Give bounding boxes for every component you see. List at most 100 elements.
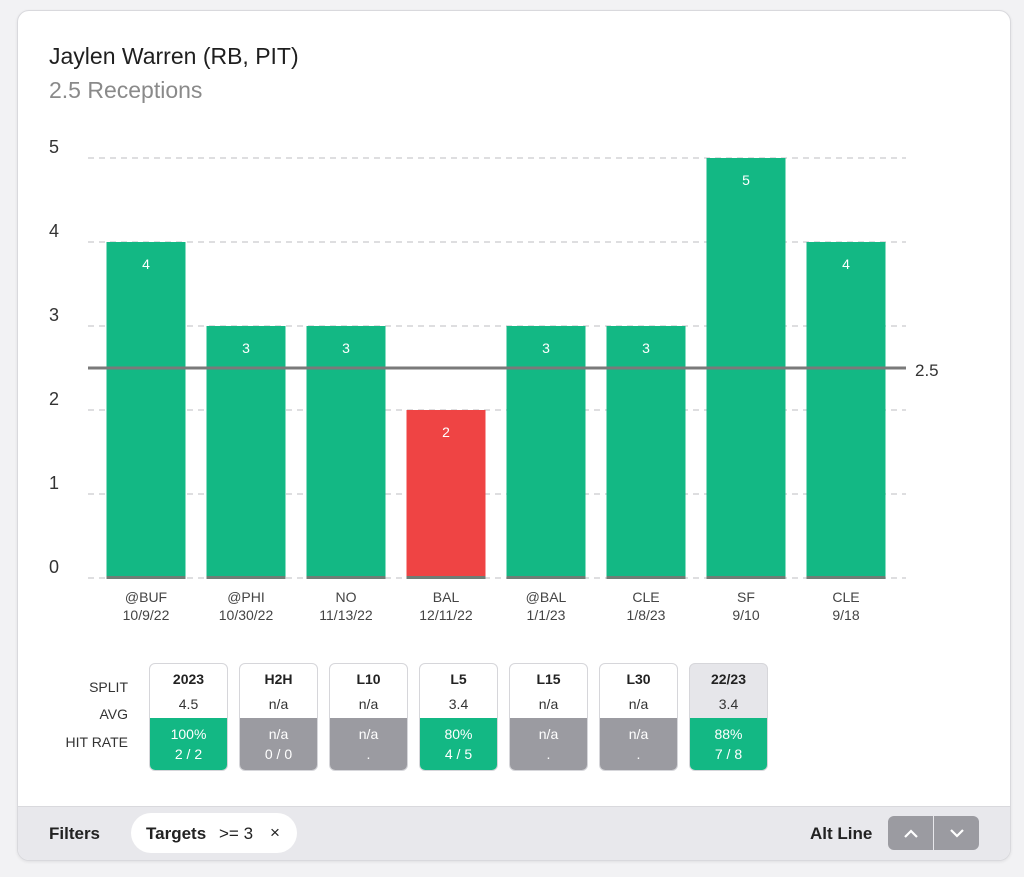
y-tick-label: 3 [49, 305, 59, 325]
data-label: 3 [642, 340, 650, 356]
data-label: 4 [842, 256, 850, 272]
market-line: 2.5 Receptions [49, 77, 203, 103]
filter-chip-targets[interactable]: Targets >= 3 × [131, 813, 297, 853]
data-label: 3 [542, 340, 550, 356]
data-label: 5 [742, 172, 750, 188]
bar [406, 410, 486, 578]
y-tick-label: 4 [49, 221, 59, 241]
split-row-label: SPLIT [89, 679, 128, 695]
hit-rate-record: 2 / 2 [174, 746, 203, 762]
split-label: L10 [356, 671, 381, 687]
split-avg: 3.4 [718, 696, 739, 712]
split-avg: 3.4 [448, 696, 469, 712]
filter-bar: Filters Targets >= 3 × Alt Line [18, 806, 1010, 860]
hit-rate-record: 7 / 8 [714, 746, 743, 762]
x-tick-date: 10/30/22 [219, 607, 274, 623]
hit-rate-pct: n/a [358, 726, 379, 742]
y-tick-label: 2 [49, 389, 59, 409]
split-hit-rate: n/a. [510, 718, 587, 770]
alt-line-down-button[interactable] [934, 816, 979, 850]
bar-chart: 0 1 2 3 4 5 4 @BUF 10/9/22 3 @PHI 10/30/22 3 NO 11/13/… [49, 137, 939, 623]
hit-rate-pct: n/a [628, 726, 649, 742]
split-card[interactable]: L10 n/a n/a. [329, 663, 408, 771]
hit-rate-pct: n/a [268, 726, 289, 742]
split-label: L5 [450, 671, 467, 687]
split-label: 2023 [172, 671, 205, 687]
bar [206, 326, 286, 578]
split-card[interactable]: L5 3.4 80% 4 / 5 [419, 663, 498, 771]
x-tick-date: 9/18 [832, 607, 859, 623]
bar-base [606, 576, 686, 579]
close-icon[interactable]: × [270, 823, 280, 842]
split-card[interactable]: 2023 4.5 100% 2 / 2 [149, 663, 228, 771]
bar-base [106, 576, 186, 579]
filter-chip-key: Targets [146, 824, 207, 843]
y-tick-label: 5 [49, 137, 59, 157]
hit-rate-record: . [366, 746, 371, 762]
avg-row-label: AVG [99, 706, 128, 722]
x-tick-date: 1/8/23 [627, 607, 666, 623]
filter-chip-value: >= 3 [219, 824, 254, 843]
bar-base [506, 576, 586, 579]
y-tick-label: 0 [49, 557, 59, 577]
x-tick-date: 12/11/22 [419, 607, 473, 623]
split-hit-rate: n/a. [330, 718, 407, 770]
hit-rate-record: . [636, 746, 641, 762]
split-label: 22/23 [710, 671, 747, 687]
x-tick-label: CLE [832, 589, 859, 605]
split-hit-rate: 88% 7 / 8 [690, 718, 767, 770]
hit-rate-record: 0 / 0 [264, 746, 293, 762]
alt-line-up-button[interactable] [888, 816, 933, 850]
filters-label: Filters [49, 824, 101, 843]
x-tick-label: NO [336, 589, 357, 605]
x-tick-date: 9/10 [732, 607, 759, 623]
split-hit-rate: 100% 2 / 2 [150, 718, 227, 770]
split-avg: n/a [268, 696, 289, 712]
x-tick-label: @PHI [227, 589, 265, 605]
hit-rate-row-label: HIT RATE [65, 734, 129, 750]
split-avg: 4.5 [178, 696, 199, 712]
split-hit-rate: n/a. [600, 718, 677, 770]
bar-base [806, 576, 886, 579]
x-tick-label: CLE [632, 589, 659, 605]
hit-rate-pct: 80% [444, 726, 473, 742]
prop-line-label: 2.5 [915, 361, 939, 380]
bar [606, 326, 686, 578]
bar [806, 242, 886, 578]
x-tick-date: 1/1/23 [527, 607, 566, 623]
bar-base [406, 576, 486, 579]
x-tick-date: 11/13/22 [319, 607, 373, 623]
x-tick-date: 10/9/22 [123, 607, 170, 623]
hit-rate-record: . [546, 746, 551, 762]
alt-line-label: Alt Line [810, 824, 873, 843]
hit-rate-pct: n/a [538, 726, 559, 742]
y-tick-label: 1 [49, 473, 59, 493]
bar-base [206, 576, 286, 579]
split-hit-rate: n/a 0 / 0 [240, 718, 317, 770]
data-label: 4 [142, 256, 150, 272]
split-label: L30 [626, 671, 651, 687]
bar [506, 326, 586, 578]
splits-table: SPLIT AVG HIT RATE 2023 4.5 100% 2 / 2 H2H n/… [18, 663, 1010, 773]
chevron-down-icon [949, 828, 964, 838]
bar [306, 326, 386, 578]
split-label: L15 [536, 671, 561, 687]
x-tick-label: @BAL [526, 589, 567, 605]
split-card[interactable]: H2H n/a n/a 0 / 0 [239, 663, 318, 771]
player-name: Jaylen Warren (RB, PIT) [49, 43, 299, 69]
hit-rate-record: 4 / 5 [444, 746, 473, 762]
x-tick-label: BAL [433, 589, 460, 605]
split-avg: n/a [628, 696, 649, 712]
x-tick-label: @BUF [125, 589, 167, 605]
split-card[interactable]: L15 n/a n/a. [509, 663, 588, 771]
split-card[interactable]: 22/23 3.4 88% 7 / 8 [689, 663, 768, 771]
data-label: 3 [342, 340, 350, 356]
bar-base [306, 576, 386, 579]
data-label: 3 [242, 340, 250, 356]
bar-base [706, 576, 786, 579]
split-label: H2H [264, 671, 293, 687]
data-label: 2 [442, 424, 450, 440]
bar [106, 242, 186, 578]
split-card[interactable]: L30 n/a n/a. [599, 663, 678, 771]
prop-card: Jaylen Warren (RB, PIT) 2.5 Receptions 0… [17, 10, 1011, 861]
